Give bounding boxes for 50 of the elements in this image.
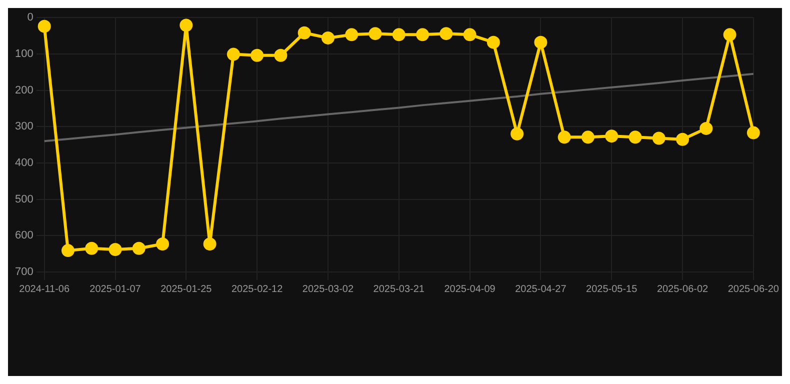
point bbox=[180, 18, 193, 32]
point bbox=[156, 238, 170, 251]
point bbox=[700, 122, 713, 135]
x-tick-label: 2025-03-02 bbox=[302, 284, 354, 295]
point bbox=[605, 130, 618, 143]
point bbox=[203, 238, 216, 251]
point bbox=[628, 130, 642, 144]
x-tick-label: 2025-06-20 bbox=[728, 284, 780, 295]
point bbox=[581, 130, 594, 144]
point bbox=[61, 244, 74, 258]
point bbox=[676, 132, 690, 146]
point bbox=[108, 242, 122, 256]
x-tick-label: 2025-04-09 bbox=[444, 284, 496, 295]
x-tick-label: 2025-06-02 bbox=[656, 284, 709, 295]
x-tick-label: 2024-11-06 bbox=[19, 284, 70, 295]
point bbox=[392, 28, 406, 42]
point bbox=[132, 242, 146, 255]
y-tick-label: 300 bbox=[14, 120, 34, 133]
y-tick-label: 0 bbox=[27, 12, 34, 24]
x-tick-label: 2025-04-27 bbox=[515, 284, 567, 295]
x-tick-label: 2025-01-07 bbox=[90, 284, 142, 295]
point bbox=[723, 28, 736, 42]
point bbox=[345, 28, 358, 42]
x-tick-label: 2025-05-15 bbox=[586, 284, 638, 295]
point bbox=[85, 242, 98, 255]
point bbox=[298, 26, 311, 40]
point bbox=[486, 36, 500, 49]
point bbox=[274, 48, 288, 62]
point bbox=[463, 28, 476, 42]
y-tick-label: 400 bbox=[14, 157, 34, 170]
point bbox=[321, 31, 334, 44]
y-tick-label: 100 bbox=[14, 48, 34, 60]
point bbox=[534, 36, 548, 49]
y-tick-label: 700 bbox=[14, 266, 34, 278]
point bbox=[416, 28, 430, 42]
x-tick-label: 2025-03-21 bbox=[373, 284, 425, 295]
x-tick-label: 2025-02-12 bbox=[231, 284, 284, 295]
point bbox=[38, 20, 51, 33]
point bbox=[746, 126, 760, 140]
x-tick-label: 2025-01-25 bbox=[160, 284, 212, 295]
point bbox=[250, 48, 264, 62]
y-tick-label: 500 bbox=[14, 193, 34, 206]
point bbox=[226, 48, 240, 61]
point bbox=[652, 132, 666, 145]
y-tick-label: 600 bbox=[14, 230, 34, 242]
y-tick-label: 200 bbox=[14, 84, 34, 96]
point bbox=[510, 127, 524, 140]
point bbox=[440, 27, 453, 40]
point bbox=[368, 27, 382, 40]
point bbox=[558, 130, 571, 144]
